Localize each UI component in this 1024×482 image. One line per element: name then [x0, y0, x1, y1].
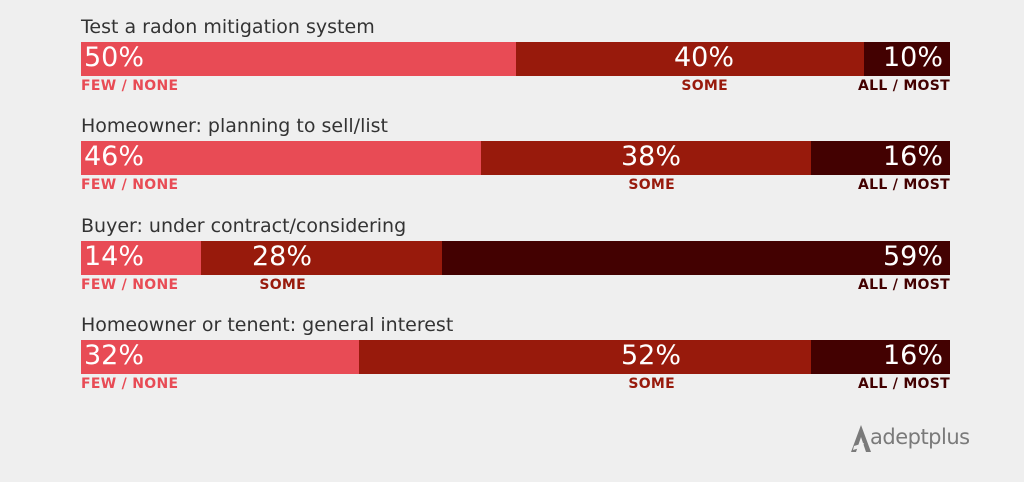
stacked-bar: 14% 28% 59%	[81, 241, 950, 275]
adeptplus-logo: adeptplus	[850, 422, 980, 456]
series-label: ALL / MOST	[857, 376, 950, 392]
bar-segment	[81, 241, 201, 275]
series-label: SOME	[259, 277, 306, 293]
bar-segment	[81, 141, 481, 175]
stacked-bar: 50% 40% 10%	[81, 42, 950, 76]
bar-segment	[81, 340, 359, 374]
series-label: SOME	[628, 376, 675, 392]
row-title: Homeowner or tenent: general interest	[81, 314, 454, 336]
value-label: 50%	[84, 42, 145, 73]
value-label: 52%	[620, 340, 681, 371]
series-label: FEW / NONE	[81, 277, 179, 293]
bar-segment	[81, 42, 516, 76]
bar-segment	[864, 42, 950, 76]
bar-segment	[201, 241, 442, 275]
series-label: SOME	[681, 78, 728, 94]
value-label: 16%	[882, 141, 943, 172]
row-title: Test a radon mitigation system	[81, 16, 375, 38]
row-title: Homeowner: planning to sell/list	[81, 115, 388, 137]
series-label: FEW / NONE	[81, 177, 179, 193]
value-label: 46%	[84, 141, 145, 172]
row-title: Buyer: under contract/considering	[81, 215, 407, 237]
series-label: FEW / NONE	[81, 78, 179, 94]
bar-segment	[481, 141, 811, 175]
logo-text: adeptplus	[870, 425, 970, 449]
bar-segment	[442, 241, 950, 275]
bar-segment	[359, 340, 811, 374]
series-label: ALL / MOST	[857, 78, 950, 94]
bar-segment	[516, 42, 864, 76]
value-label: 38%	[620, 141, 681, 172]
series-label: SOME	[628, 177, 675, 193]
value-label: 32%	[84, 340, 145, 371]
value-label: 16%	[882, 340, 943, 371]
series-label: FEW / NONE	[81, 376, 179, 392]
value-label: 14%	[84, 241, 145, 272]
value-label: 59%	[882, 241, 943, 272]
series-label: ALL / MOST	[857, 277, 950, 293]
stacked-bar: 46% 38% 16%	[81, 141, 950, 175]
series-label: ALL / MOST	[857, 177, 950, 193]
value-label: 10%	[882, 42, 943, 73]
logo-mark-icon	[851, 425, 871, 452]
value-label: 28%	[251, 241, 312, 272]
bar-segment	[811, 340, 950, 374]
value-label: 40%	[673, 42, 734, 73]
stacked-bar: 32% 52% 16%	[81, 340, 950, 374]
bar-segment	[811, 141, 950, 175]
